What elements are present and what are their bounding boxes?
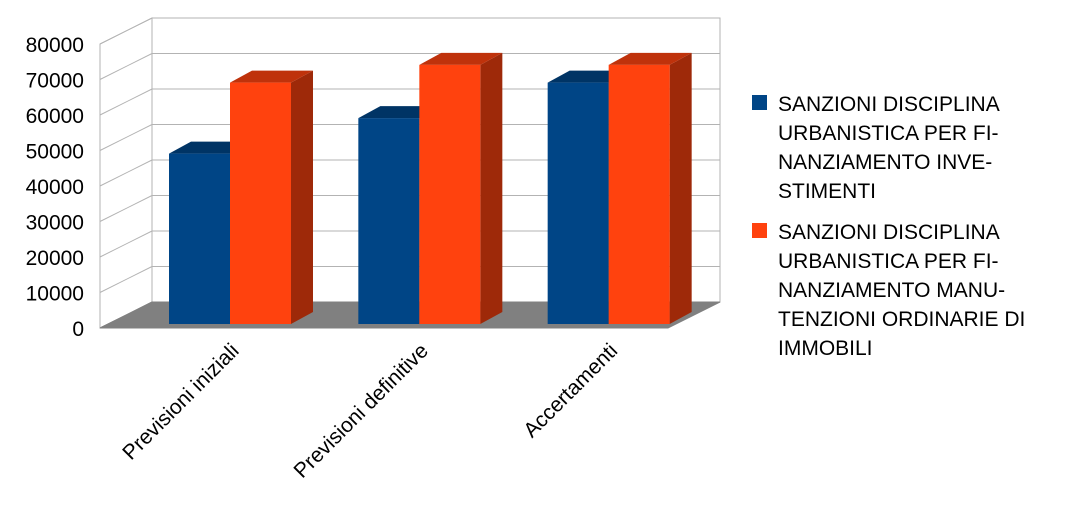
y-axis: 0 10000 20000 30000 40000 50000 60000 70000 8000…: [26, 34, 84, 341]
y-tick-label: 80000: [26, 34, 84, 57]
legend-swatch: [752, 223, 767, 238]
bar-front: [358, 118, 420, 324]
bar: [230, 70, 313, 324]
legend-label: URBANISTICA PER FI-: [778, 250, 999, 273]
legend-label: NANZIAMENTO INVE-: [778, 151, 992, 174]
legend-swatch: [752, 95, 767, 110]
bar-front: [608, 64, 670, 324]
y-tick-label: 0: [72, 318, 84, 341]
gridline-side: [99, 266, 153, 293]
y-tick-label: 50000: [26, 141, 84, 164]
bar: [419, 52, 503, 324]
bar-side: [669, 52, 692, 324]
y-tick-label: 60000: [26, 105, 84, 128]
legend-label: URBANISTICA PER FI-: [778, 122, 999, 145]
legend-item: SANZIONI DISCIPLINA URBANISTICA PER FI- NA…: [752, 93, 1000, 203]
legend: SANZIONI DISCIPLINA URBANISTICA PER FI- NA…: [752, 93, 1025, 360]
x-category-label: Previsioni iniziali: [118, 339, 243, 464]
bars: [169, 52, 692, 324]
legend-label: TENZIONI ORDINARIE DI: [778, 308, 1025, 331]
gridline-side: [99, 230, 153, 258]
bar: [608, 52, 692, 324]
gridline-side: [99, 195, 153, 222]
y-tick-label: 70000: [26, 70, 84, 93]
legend-label: STIMENTI: [778, 180, 876, 203]
gridline-side: [99, 124, 153, 151]
legend-label: SANZIONI DISCIPLINA: [778, 221, 1000, 244]
bar-front: [230, 82, 291, 324]
x-category-label: Previsioni definitive: [289, 339, 432, 482]
gridline-side: [99, 53, 153, 80]
legend-label: SANZIONI DISCIPLINA: [778, 93, 1000, 116]
bar-top: [230, 70, 313, 83]
gridline-side: [99, 159, 153, 187]
x-axis-labels: Previsioni iniziali Previsioni definitive…: [118, 339, 622, 482]
legend-label: NANZIAMENTO MANU-: [778, 279, 1005, 302]
bar-top: [419, 52, 503, 65]
bar-front: [419, 64, 481, 324]
bar-top: [608, 52, 692, 65]
bar-side: [291, 70, 313, 324]
y-tick-label: 20000: [26, 247, 84, 270]
bar-side: [480, 52, 503, 324]
bar-front: [169, 153, 230, 324]
x-category-label: Accertamenti: [519, 339, 622, 442]
legend-label: IMMOBILI: [778, 337, 873, 360]
gridline-side: [99, 88, 153, 116]
y-tick-label: 30000: [26, 212, 84, 235]
bar-front: [547, 82, 609, 324]
y-tick-label: 40000: [26, 176, 84, 199]
legend-item: SANZIONI DISCIPLINA URBANISTICA PER FI- NA…: [752, 221, 1025, 360]
gridline-side: [99, 17, 153, 45]
y-tick-label: 10000: [26, 283, 84, 306]
